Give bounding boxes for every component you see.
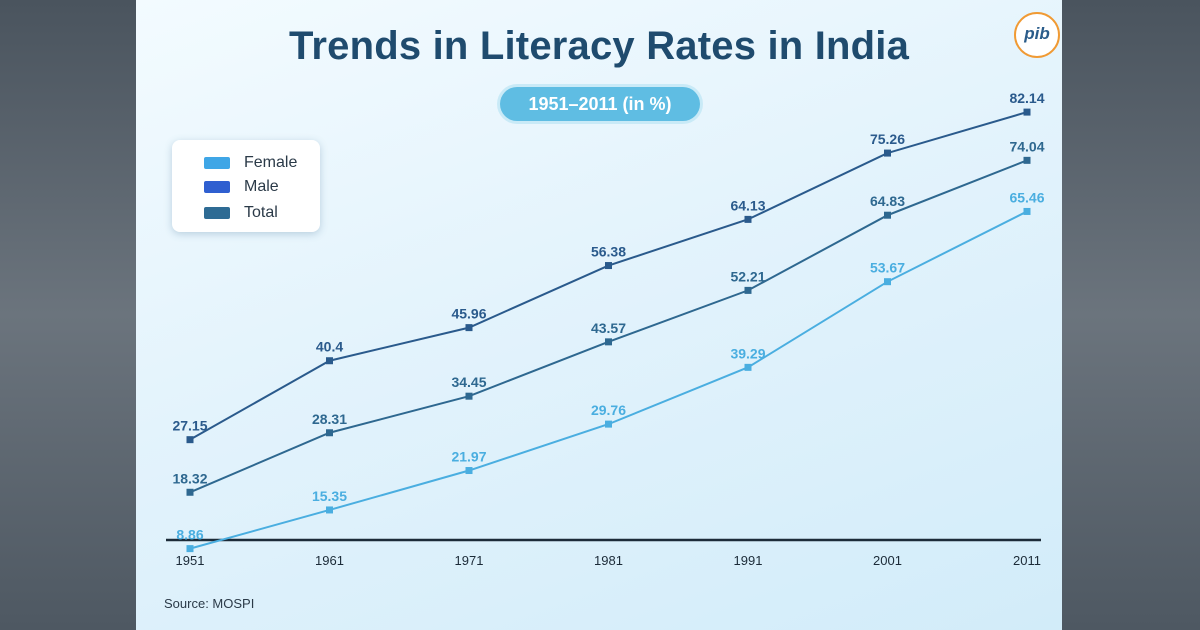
data-point-male-1971	[465, 324, 473, 332]
data-point-male-2001	[884, 149, 891, 157]
line-chart: 1951 1961 1971 1981 1991 2001 2011 8.86 15.35 21.…	[166, 90, 1045, 568]
data-point-female-2011	[1023, 207, 1031, 215]
x-tick-label-1961: 1961	[315, 553, 344, 568]
data-point-male-2011	[1023, 108, 1031, 116]
chart-subtitle: 1951–2011 (in %)	[500, 87, 700, 121]
data-label-male-1991: 64.13	[730, 197, 765, 213]
data-point-male-1951	[186, 436, 194, 444]
data-label-total-1951: 18.32	[172, 470, 207, 486]
x-tick-label-1981: 1981	[594, 553, 623, 568]
chart-title: Trends in Literacy Rates in India	[288, 24, 910, 68]
data-label-male-1961: 40.4	[316, 339, 343, 355]
data-point-total-1961	[326, 429, 333, 437]
data-label-male-2011: 82.14	[1009, 90, 1044, 106]
data-label-female-1991: 39.29	[730, 345, 765, 361]
x-tick-label-1991: 1991	[734, 553, 763, 568]
chart-legend: Female Male Total	[172, 140, 320, 232]
data-point-total-1991	[744, 286, 752, 294]
data-label-female-1981: 29.76	[591, 402, 626, 418]
data-label-total-1961: 28.31	[312, 411, 347, 427]
data-point-female-2001	[884, 278, 891, 286]
source-note: Source: MOSPI	[164, 596, 255, 611]
data-point-female-1961	[326, 506, 333, 514]
data-point-male-1991	[744, 215, 752, 223]
data-point-male-1981	[605, 262, 612, 270]
legend-label-total: Total	[244, 204, 278, 221]
data-point-female-1981	[605, 420, 612, 428]
data-point-female-1971	[465, 467, 473, 475]
legend-item-total: Total	[204, 202, 278, 224]
data-point-total-1981	[605, 338, 612, 346]
infographic-card: Trends in Literacy Rates in India 1951–2…	[136, 0, 1062, 630]
pib-logo: pib	[1014, 12, 1060, 58]
data-point-total-1951	[186, 488, 194, 496]
legend-item-female: Female	[204, 152, 297, 174]
legend-label-male: Male	[244, 178, 279, 195]
data-point-female-1951	[186, 545, 194, 553]
background-left	[0, 0, 136, 630]
data-label-total-2011: 74.04	[1009, 138, 1044, 154]
data-label-female-1951: 8.86	[176, 527, 203, 543]
data-label-total-2001: 64.83	[870, 193, 905, 209]
x-tick-label-1951: 1951	[176, 553, 205, 568]
legend-swatch-female	[204, 157, 230, 169]
background-right	[1062, 0, 1200, 630]
data-label-female-1961: 15.35	[312, 488, 347, 504]
legend-swatch-total	[204, 207, 230, 219]
legend-item-male: Male	[204, 176, 279, 198]
data-label-female-2001: 53.67	[870, 260, 905, 276]
x-tick-label-2011: 2011	[1013, 553, 1041, 568]
data-point-total-2011	[1023, 156, 1031, 164]
legend-label-female: Female	[244, 154, 298, 171]
data-label-total-1991: 52.21	[730, 268, 765, 284]
data-label-female-1971: 21.97	[451, 449, 486, 465]
data-point-total-2001	[884, 211, 891, 219]
data-label-total-1981: 43.57	[591, 320, 626, 336]
x-tick-label-2001: 2001	[873, 553, 902, 568]
data-point-male-1961	[326, 357, 333, 365]
data-label-male-1971: 45.96	[451, 306, 486, 322]
data-label-male-2001: 75.26	[870, 131, 905, 147]
data-label-female-2011: 65.46	[1009, 189, 1044, 205]
data-point-female-1991	[744, 363, 752, 371]
data-label-male-1981: 56.38	[591, 244, 626, 260]
data-label-male-1951: 27.15	[172, 418, 207, 434]
data-point-total-1971	[465, 392, 473, 400]
legend-swatch-male	[204, 181, 230, 193]
x-tick-label-1971: 1971	[455, 553, 484, 568]
data-label-total-1971: 34.45	[451, 374, 486, 390]
